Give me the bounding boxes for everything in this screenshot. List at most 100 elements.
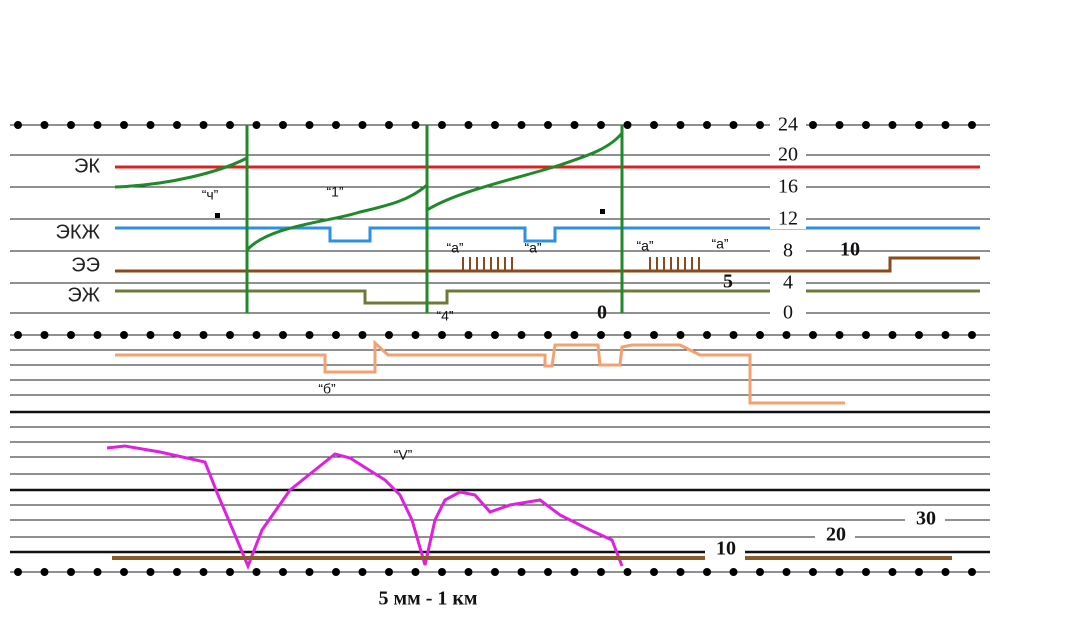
hatch-marks xyxy=(462,257,700,271)
dot xyxy=(40,331,49,339)
dot xyxy=(146,121,155,129)
label-bg xyxy=(770,177,806,197)
dot xyxy=(888,121,897,129)
dot xyxy=(385,568,393,576)
dot xyxy=(835,568,844,576)
dot xyxy=(464,331,473,339)
dot xyxy=(226,568,234,576)
dot xyxy=(650,121,658,129)
dot xyxy=(782,568,791,576)
dot xyxy=(40,568,49,576)
note: “а” xyxy=(524,240,541,256)
dot xyxy=(358,568,367,576)
dot xyxy=(941,121,950,129)
dot xyxy=(252,568,261,576)
dot xyxy=(332,121,340,129)
time-curves xyxy=(114,125,624,313)
dot xyxy=(252,331,261,339)
dot xyxy=(968,568,976,576)
dot xyxy=(597,568,605,576)
note: “ч” xyxy=(202,187,219,203)
dot xyxy=(438,331,446,339)
dot xyxy=(782,331,791,339)
dot xyxy=(438,121,446,129)
top-scale: 24 20 16 12 8 4 0 xyxy=(770,114,806,324)
dot xyxy=(464,121,473,129)
note: “б” xyxy=(318,381,336,397)
dot xyxy=(756,331,764,339)
dot xyxy=(358,121,367,129)
channel-label: ЭК xyxy=(74,155,100,177)
scale-label: 24 xyxy=(778,114,798,136)
dot xyxy=(623,121,632,129)
dot xyxy=(703,121,711,129)
note: “4” xyxy=(436,308,453,324)
scale-label: 8 xyxy=(783,240,793,262)
channel-label: ЭКЖ xyxy=(56,221,101,243)
dot xyxy=(385,121,393,129)
note: “а” xyxy=(636,238,653,254)
note: “а” xyxy=(446,240,463,256)
side-mark: 10 xyxy=(840,239,860,261)
dot xyxy=(703,331,711,339)
dot xyxy=(756,568,764,576)
dot xyxy=(438,568,446,576)
label-bg xyxy=(770,241,806,261)
dot xyxy=(411,331,420,339)
dot xyxy=(332,331,340,339)
dot xyxy=(464,568,473,576)
dot xyxy=(756,121,764,129)
dot xyxy=(93,568,102,576)
dot xyxy=(915,568,923,576)
dot xyxy=(544,568,552,576)
dot xyxy=(597,121,605,129)
dot xyxy=(862,568,870,576)
dot xyxy=(544,331,552,339)
dot xyxy=(146,568,155,576)
dot xyxy=(650,568,658,576)
dot xyxy=(517,121,526,129)
grid xyxy=(10,121,990,576)
dot xyxy=(199,121,208,129)
speed-label: 10 xyxy=(716,538,736,560)
dot xyxy=(305,331,314,339)
dot xyxy=(862,331,870,339)
dot xyxy=(888,331,897,339)
dot xyxy=(491,121,499,129)
dot xyxy=(279,331,287,339)
dot xyxy=(862,121,870,129)
side-mark: 0 xyxy=(597,302,607,324)
dot xyxy=(14,568,22,576)
dot xyxy=(173,331,181,339)
dot xyxy=(67,331,75,339)
dot xyxy=(215,213,220,218)
dot xyxy=(570,121,579,129)
speed-trace xyxy=(106,444,624,571)
speed-label: 20 xyxy=(826,524,846,546)
dot xyxy=(491,331,499,339)
saw-curve xyxy=(426,132,624,212)
ezh-line xyxy=(115,289,980,305)
dot xyxy=(968,121,976,129)
dot xyxy=(517,568,526,576)
dot xyxy=(835,331,844,339)
footer: 5 мм - 1 км xyxy=(378,588,477,610)
channel-label: ЭЖ xyxy=(67,284,100,306)
saw-curve xyxy=(114,156,248,189)
dot xyxy=(305,121,314,129)
dot xyxy=(600,209,605,214)
dot xyxy=(173,568,181,576)
dot xyxy=(517,331,526,339)
dot xyxy=(491,568,499,576)
dot xyxy=(120,121,128,129)
label-bg xyxy=(770,115,806,135)
scale-label: 12 xyxy=(778,208,798,230)
ee-line xyxy=(115,256,980,273)
dot xyxy=(385,331,393,339)
dot xyxy=(968,331,976,339)
label-bg xyxy=(770,303,806,323)
dot xyxy=(941,331,950,339)
dot xyxy=(809,121,817,129)
label-bg xyxy=(770,273,806,293)
dot xyxy=(146,331,155,339)
